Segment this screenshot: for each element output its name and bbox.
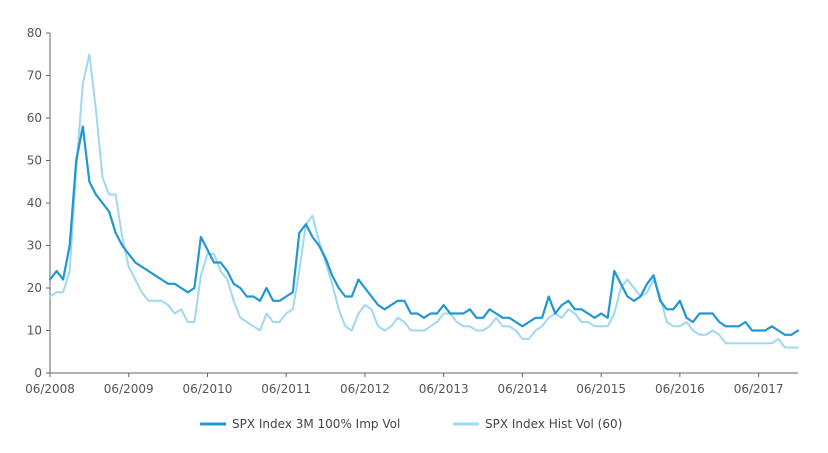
x-tick-label: 06/2014: [497, 382, 547, 396]
y-tick-label: 40: [27, 196, 42, 210]
x-tick-label: 06/2011: [261, 382, 311, 396]
y-tick-label: 10: [27, 324, 42, 338]
legend-label-1: SPX Index Hist Vol (60): [485, 417, 622, 431]
series-line-0: [48, 125, 800, 336]
series-layer: [48, 53, 800, 349]
series-line-1: [49, 53, 799, 349]
y-axis: 0 10 20 30 40 50 60 70 80: [27, 26, 51, 380]
y-tick-label: 50: [27, 154, 42, 168]
y-tick-label: 60: [27, 111, 42, 125]
x-tick-label: 06/2013: [419, 382, 469, 396]
y-tick-label: 30: [27, 239, 42, 253]
x-tick-label: 06/2016: [655, 382, 705, 396]
y-tick-label: 0: [34, 366, 42, 380]
x-tick-label: 06/2009: [104, 382, 154, 396]
x-axis: 06/2008 06/2009 06/2010 06/2011 06/2012 06/20…: [25, 372, 798, 396]
y-tick-label: 20: [27, 281, 42, 295]
x-tick-label: 06/2017: [734, 382, 784, 396]
legend: SPX Index 3M 100% Imp Vol SPX Index Hist …: [200, 417, 622, 431]
x-tick-label: 06/2010: [183, 382, 233, 396]
x-tick-label: 06/2015: [576, 382, 626, 396]
legend-label-0: SPX Index 3M 100% Imp Vol: [232, 417, 400, 431]
y-tick-label: 80: [27, 26, 42, 40]
x-tick-label: 06/2012: [340, 382, 390, 396]
x-tick-label: 06/2008: [25, 382, 75, 396]
y-tick-label: 70: [27, 69, 42, 83]
